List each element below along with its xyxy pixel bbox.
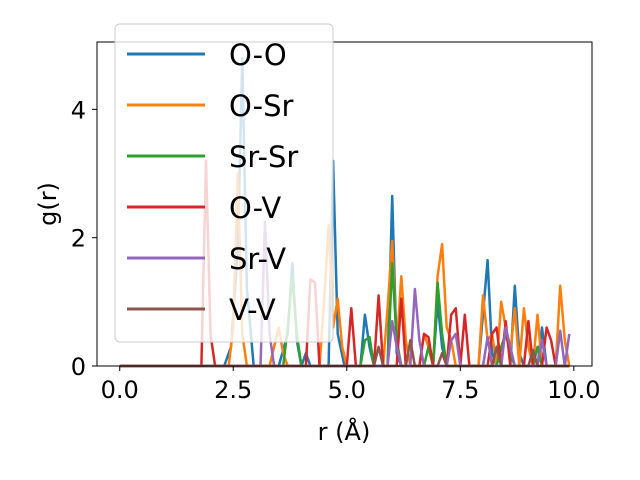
legend-label: Sr-V bbox=[229, 242, 286, 276]
y-axis-label: g(r) bbox=[34, 182, 62, 226]
y-axis: 0 2 4 bbox=[71, 96, 97, 381]
x-tick-label: 10.0 bbox=[547, 376, 600, 404]
x-tick-label: 2.5 bbox=[214, 376, 252, 404]
x-axis: 0.0 2.5 5.0 7.5 10.0 bbox=[101, 366, 601, 404]
x-tick-label: 5.0 bbox=[328, 376, 366, 404]
y-tick-label: 4 bbox=[71, 96, 86, 124]
series-line-5 bbox=[119, 339, 570, 368]
x-axis-label: r (Å) bbox=[318, 417, 371, 446]
plot-frame bbox=[96, 41, 593, 367]
y-tick-label: 0 bbox=[71, 353, 86, 381]
legend: O-O O-Sr Sr-Sr O-V Sr-V V-V bbox=[114, 23, 334, 343]
y-tick-label: 2 bbox=[71, 225, 86, 253]
legend-box bbox=[114, 23, 334, 343]
legend-label: O-O bbox=[229, 38, 287, 72]
legend-label: V-V bbox=[229, 293, 276, 327]
x-tick-label: 0.0 bbox=[101, 376, 139, 404]
legend-label: Sr-Sr bbox=[229, 140, 298, 174]
legend-label: O-Sr bbox=[229, 89, 294, 123]
legend-label: O-V bbox=[229, 191, 281, 225]
x-tick-label: 7.5 bbox=[441, 376, 479, 404]
